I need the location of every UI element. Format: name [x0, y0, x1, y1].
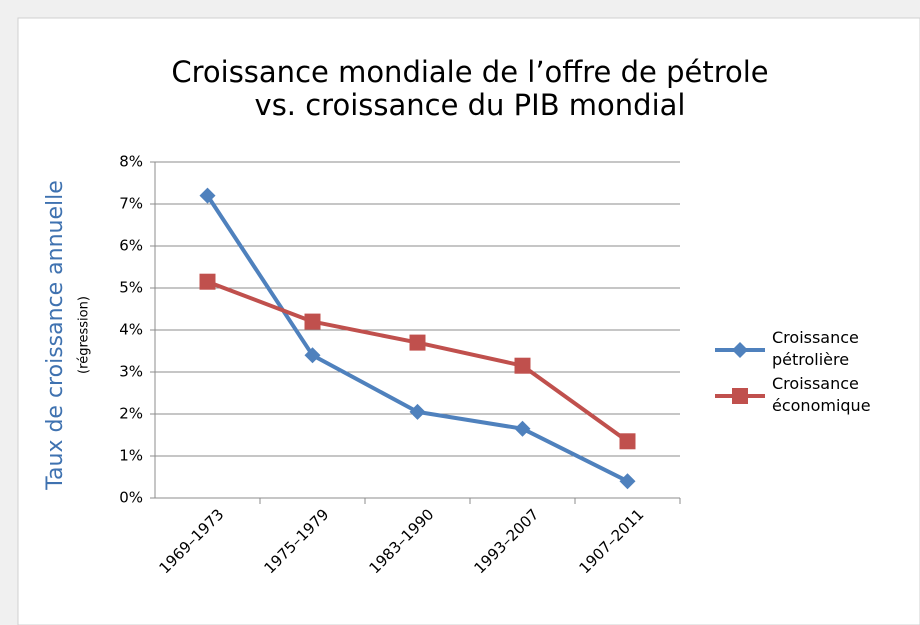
point [409, 403, 426, 420]
point [304, 313, 321, 330]
legend-marker [732, 388, 748, 404]
point [619, 433, 636, 450]
legend-label: Croissance pétrolière [772, 328, 864, 369]
y-tick-label: 6% [119, 237, 143, 255]
y-tick-label: 8% [119, 153, 143, 171]
point [409, 334, 426, 351]
legend-marker [732, 342, 748, 358]
y-axis-label: Taux de croissance annuelle [43, 180, 68, 491]
point [199, 273, 216, 290]
point [514, 420, 531, 437]
chart-panel [17, 17, 920, 625]
chart-title: Croissance mondiale de l’offre de pétrol… [171, 55, 768, 89]
y-axis-sublabel: (régression) [77, 296, 92, 374]
point [304, 347, 321, 364]
y-tick-label: 5% [119, 279, 143, 297]
y-tick-label: 2% [119, 405, 143, 423]
y-tick-label: 4% [119, 321, 143, 339]
legend-label: Croissance économique [772, 374, 871, 415]
y-tick-label: 1% [119, 447, 143, 465]
chart-title: vs. croissance du PIB mondial [255, 88, 686, 122]
y-tick-label: 0% [119, 489, 143, 507]
y-tick-label: 7% [119, 195, 143, 213]
y-tick-label: 3% [119, 363, 143, 381]
point [619, 473, 636, 490]
point [199, 187, 216, 204]
point [514, 357, 531, 374]
